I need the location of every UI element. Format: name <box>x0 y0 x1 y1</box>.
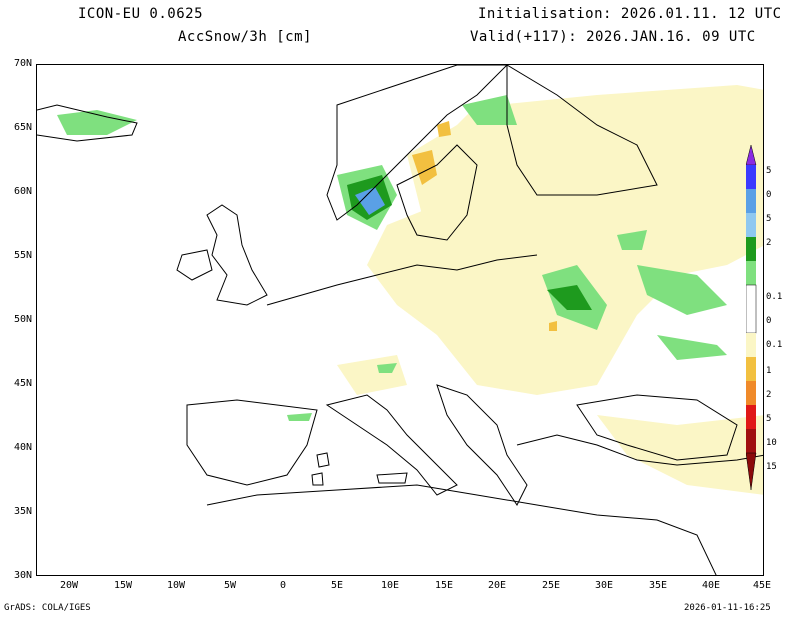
colorbar-label-0: 5 <box>766 166 772 176</box>
footer-grads: GrADS: COLA/IGES <box>4 603 91 613</box>
colorbar-segment-green <box>746 261 756 285</box>
colorbar-segment-orange <box>746 381 756 405</box>
colorbar-label-1: 0 <box>766 190 772 200</box>
coastlines <box>37 65 763 575</box>
lon-label-10w: 10W <box>166 580 186 591</box>
colorbar-segment-orange-yellow <box>746 357 756 381</box>
lon-label-5e: 5E <box>330 580 344 591</box>
colorbar-segment-dark-red <box>746 429 756 453</box>
lon-label-15e: 15E <box>434 580 454 591</box>
colorbar-label-4: 0.1 <box>766 292 783 302</box>
snow-blue-areas <box>355 187 385 215</box>
lat-label-45n: 45N <box>13 378 32 389</box>
model-title: ICON-EU 0.0625 <box>78 6 204 22</box>
lon-label-15w: 15W <box>113 580 133 591</box>
colorbar-label-3: 2 <box>766 238 772 248</box>
lat-label-70n: 70N <box>13 58 32 69</box>
colorbar-segment-pale-yellow <box>746 333 756 357</box>
lon-label-0: 0 <box>279 580 287 591</box>
colorbar-label-9: 5 <box>766 414 772 424</box>
lon-label-10e: 10E <box>380 580 400 591</box>
lon-label-25e: 25E <box>541 580 561 591</box>
colorbar-segment-light-blue <box>746 189 756 213</box>
colorbar-segment-blue <box>746 165 756 189</box>
map-panel <box>36 64 764 576</box>
snow-light-areas <box>337 85 763 495</box>
lon-label-20e: 20E <box>487 580 507 591</box>
colorbar-label-7: 1 <box>766 366 772 376</box>
lat-label-60n: 60N <box>13 186 32 197</box>
colorbar <box>746 145 757 491</box>
lat-label-65n: 65N <box>13 122 32 133</box>
lon-label-35e: 35E <box>648 580 668 591</box>
colorbar-label-10: 10 <box>766 438 777 448</box>
lat-label-40n: 40N <box>13 442 32 453</box>
lon-label-45e: 45E <box>752 580 772 591</box>
lon-label-5w: 5W <box>223 580 237 591</box>
colorbar-segment-dark-green <box>746 237 756 261</box>
lat-label-50n: 50N <box>13 314 32 325</box>
initialisation-time: Initialisation: 2026.01.11. 12 UTC <box>478 6 782 22</box>
colorbar-segment-white <box>746 284 757 334</box>
colorbar-label-6: 0.1 <box>766 340 783 350</box>
lon-label-40e: 40E <box>701 580 721 591</box>
lat-label-35n: 35N <box>13 506 32 517</box>
field-title: AccSnow/3h [cm] <box>178 29 312 45</box>
colorbar-top-triangle <box>746 145 757 166</box>
footer-timestamp: 2026-01-11-16:25 <box>684 603 771 613</box>
colorbar-label-8: 2 <box>766 390 772 400</box>
colorbar-bottom-triangle <box>746 452 757 491</box>
map-canvas <box>37 65 763 575</box>
colorbar-label-11: 15 <box>766 462 777 472</box>
colorbar-label-5: 0 <box>766 316 772 326</box>
colorbar-label-2: 5 <box>766 214 772 224</box>
lon-label-20w: 20W <box>59 580 79 591</box>
colorbar-segment-sky <box>746 213 756 237</box>
lat-label-30n: 30N <box>13 570 32 581</box>
valid-time: Valid(+117): 2026.JAN.16. 09 UTC <box>470 29 756 45</box>
snow-orange-areas <box>412 121 557 331</box>
lon-label-30e: 30E <box>594 580 614 591</box>
colorbar-segment-red <box>746 405 756 429</box>
lat-label-55n: 55N <box>13 250 32 261</box>
